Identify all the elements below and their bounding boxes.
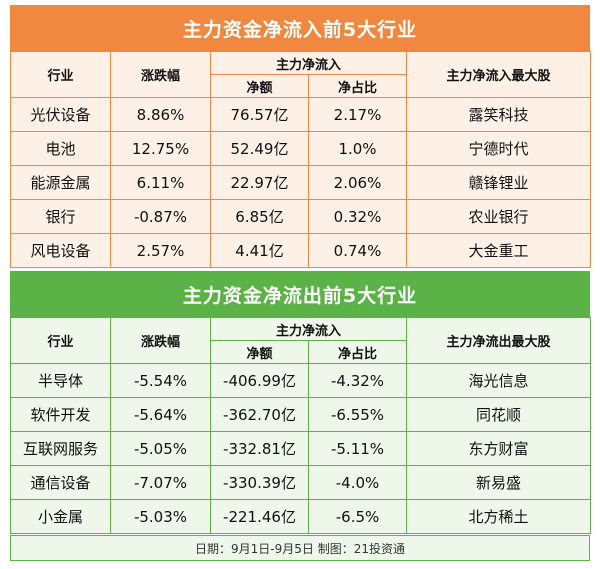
inflow-cell-industry: 光伏设备: [10, 97, 111, 132]
inflow-header-net-amount: 净额: [210, 74, 309, 98]
outflow-cell-industry: 小金属: [10, 499, 111, 534]
inflow-title: 主力资金净流入前5大行业: [10, 5, 590, 51]
outflow-table-row: 半导体 -5.54% -406.99亿 -4.32% 海光信息: [10, 363, 592, 398]
outflow-cell-ratio: -4.32%: [307, 363, 408, 398]
footer-caption: 日期：9月1日-9月5日 制图：21投资通: [10, 535, 590, 561]
inflow-cell-ratio: 2.17%: [307, 97, 408, 132]
outflow-cell-ratio: -5.11%: [307, 431, 408, 466]
outflow-title: 主力资金净流出前5大行业: [10, 271, 590, 317]
inflow-table-row: 能源金属 6.11% 22.97亿 2.06% 赣锋锂业: [10, 165, 592, 200]
outflow-subheader-row: 净额 净占比: [11, 340, 591, 364]
outflow-table: 行业 涨跌幅 主力净流入 主力净流出最大股 净额 净占比 半导体 -5.54% -4…: [10, 317, 592, 534]
inflow-cell-ratio: 0.74%: [307, 233, 408, 268]
outflow-header-row: 行业 涨跌幅 主力净流入 主力净流出最大股: [10, 317, 592, 364]
outflow-cell-ratio: -6.5%: [307, 499, 408, 534]
inflow-table: 行业 涨跌幅 主力净流入 主力净流入最大股 净额 净占比 光伏设备 8.86% 76…: [10, 51, 592, 268]
inflow-table-body: 行业 涨跌幅 主力净流入 主力净流入最大股 净额 净占比 光伏设备 8.86% 76…: [10, 51, 592, 268]
outflow-cell-change: -5.05%: [110, 431, 211, 466]
inflow-header-row: 行业 涨跌幅 主力净流入 主力净流入最大股: [10, 51, 592, 98]
outflow-header-top-stock: 主力净流出最大股: [406, 317, 592, 364]
inflow-cell-ratio: 1.0%: [307, 131, 408, 166]
outflow-cell-industry: 通信设备: [10, 465, 111, 500]
inflow-cell-stock: 赣锋锂业: [406, 165, 592, 200]
inflow-header-industry: 行业: [10, 51, 111, 98]
outflow-table-row: 软件开发 -5.64% -362.70亿 -6.55% 同花顺: [10, 397, 592, 432]
outflow-cell-amount: -330.39亿: [210, 465, 309, 500]
outflow-cell-stock: 新易盛: [406, 465, 592, 500]
inflow-cell-amount: 4.41亿: [210, 233, 309, 268]
outflow-table-row: 互联网服务 -5.05% -332.81亿 -5.11% 东方财富: [10, 431, 592, 466]
inflow-cell-change: 8.86%: [110, 97, 211, 132]
outflow-cell-change: -7.07%: [110, 465, 211, 500]
inflow-cell-industry: 风电设备: [10, 233, 111, 268]
outflow-cell-industry: 软件开发: [10, 397, 111, 432]
outflow-cell-industry: 互联网服务: [10, 431, 111, 466]
inflow-cell-industry: 电池: [10, 131, 111, 166]
outflow-cell-ratio: -6.55%: [307, 397, 408, 432]
outflow-cell-change: -5.64%: [110, 397, 211, 432]
inflow-table-row: 银行 -0.87% 6.85亿 0.32% 农业银行: [10, 199, 592, 234]
inflow-header-top-stock: 主力净流入最大股: [406, 51, 592, 98]
outflow-cell-amount: -332.81亿: [210, 431, 309, 466]
outflow-header-industry: 行业: [10, 317, 111, 364]
outflow-header-change: 涨跌幅: [110, 317, 211, 364]
inflow-cell-stock: 农业银行: [406, 199, 592, 234]
inflow-header-net-group: 主力净流入: [209, 51, 408, 75]
inflow-table-row: 光伏设备 8.86% 76.57亿 2.17% 露笑科技: [10, 97, 592, 132]
inflow-cell-change: 2.57%: [110, 233, 211, 268]
inflow-header-net-ratio: 净占比: [307, 74, 408, 98]
inflow-table-row: 电池 12.75% 52.49亿 1.0% 宁德时代: [10, 131, 592, 166]
inflow-cell-industry: 银行: [10, 199, 111, 234]
inflow-cell-amount: 6.85亿: [210, 199, 309, 234]
inflow-cell-change: 6.11%: [110, 165, 211, 200]
outflow-cell-stock: 北方稀土: [406, 499, 592, 534]
outflow-table-row: 小金属 -5.03% -221.46亿 -6.5% 北方稀土: [10, 499, 592, 534]
inflow-cell-ratio: 0.32%: [307, 199, 408, 234]
outflow-cell-change: -5.54%: [110, 363, 211, 398]
outflow-table-body: 行业 涨跌幅 主力净流入 主力净流出最大股 净额 净占比 半导体 -5.54% -4…: [10, 317, 592, 534]
inflow-table-row: 风电设备 2.57% 4.41亿 0.74% 大金重工: [10, 233, 592, 268]
outflow-cell-industry: 半导体: [10, 363, 111, 398]
outflow-header-net-amount: 净额: [210, 340, 309, 364]
outflow-cell-stock: 东方财富: [406, 431, 592, 466]
outflow-cell-amount: -362.70亿: [210, 397, 309, 432]
inflow-cell-change: -0.87%: [110, 199, 211, 234]
inflow-cell-amount: 76.57亿: [210, 97, 309, 132]
outflow-cell-amount: -406.99亿: [210, 363, 309, 398]
inflow-cell-industry: 能源金属: [10, 165, 111, 200]
inflow-cell-change: 12.75%: [110, 131, 211, 166]
inflow-cell-ratio: 2.06%: [307, 165, 408, 200]
inflow-header-change: 涨跌幅: [110, 51, 211, 98]
inflow-cell-stock: 大金重工: [406, 233, 592, 268]
inflow-cell-amount: 52.49亿: [210, 131, 309, 166]
outflow-cell-stock: 同花顺: [406, 397, 592, 432]
outflow-cell-stock: 海光信息: [406, 363, 592, 398]
outflow-header-net-group: 主力净流入: [209, 317, 408, 341]
inflow-cell-amount: 22.97亿: [210, 165, 309, 200]
inflow-cell-stock: 露笑科技: [406, 97, 592, 132]
outflow-cell-ratio: -4.0%: [307, 465, 408, 500]
outflow-header-net-ratio: 净占比: [307, 340, 408, 364]
outflow-cell-change: -5.03%: [110, 499, 211, 534]
outflow-cell-amount: -221.46亿: [210, 499, 309, 534]
outflow-table-row: 通信设备 -7.07% -330.39亿 -4.0% 新易盛: [10, 465, 592, 500]
inflow-cell-stock: 宁德时代: [406, 131, 592, 166]
